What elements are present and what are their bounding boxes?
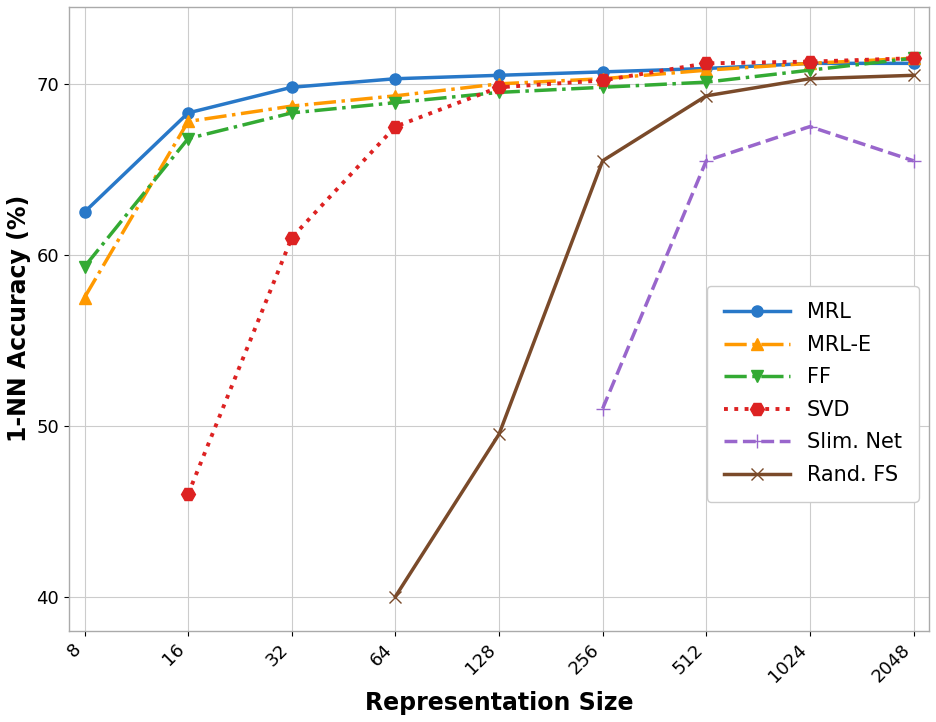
Line: SVD: SVD (182, 51, 920, 501)
MRL-E (286, 102, 298, 110)
FF (597, 83, 608, 92)
Legend: MRL, MRL-E, FF, SVD, Slim. Net, Rand. FS: MRL, MRL-E, FF, SVD, Slim. Net, Rand. FS (707, 286, 918, 502)
MRL (804, 59, 815, 68)
MRL (79, 208, 90, 217)
Slim. Net (701, 157, 712, 165)
MRL (597, 68, 608, 77)
MRL-E (701, 66, 712, 74)
MRL (389, 74, 401, 83)
Rand. FS (493, 430, 505, 438)
MRL-E (804, 59, 815, 68)
Rand. FS (701, 92, 712, 100)
Rand. FS (389, 592, 401, 601)
MRL-E (908, 54, 919, 63)
Line: MRL-E: MRL-E (79, 53, 919, 303)
SVD (701, 59, 712, 68)
Line: FF: FF (79, 53, 919, 272)
Rand. FS (908, 71, 919, 79)
MRL (286, 83, 298, 92)
FF (79, 262, 90, 271)
MRL (183, 108, 194, 117)
FF (389, 98, 401, 107)
Slim. Net (597, 404, 608, 413)
Rand. FS (597, 157, 608, 165)
SVD (908, 54, 919, 63)
MRL (493, 71, 505, 79)
X-axis label: Representation Size: Representation Size (365, 691, 634, 715)
MRL (701, 64, 712, 73)
FF (908, 54, 919, 63)
MRL-E (493, 79, 505, 88)
FF (286, 108, 298, 117)
FF (183, 134, 194, 143)
FF (493, 88, 505, 97)
MRL-E (79, 293, 90, 302)
MRL-E (597, 74, 608, 83)
Line: Rand. FS: Rand. FS (389, 69, 920, 603)
SVD (183, 490, 194, 498)
Y-axis label: 1-NN Accuracy (%): 1-NN Accuracy (%) (7, 195, 31, 443)
Line: MRL: MRL (79, 58, 919, 217)
MRL-E (183, 117, 194, 126)
Rand. FS (804, 74, 815, 83)
MRL-E (389, 92, 401, 100)
FF (701, 78, 712, 87)
MRL (908, 59, 919, 68)
SVD (389, 122, 401, 131)
SVD (804, 57, 815, 66)
SVD (286, 233, 298, 242)
Slim. Net (804, 122, 815, 131)
Line: Slim. Net: Slim. Net (595, 120, 920, 416)
FF (804, 66, 815, 74)
SVD (493, 83, 505, 92)
Slim. Net (908, 157, 919, 165)
SVD (597, 76, 608, 84)
